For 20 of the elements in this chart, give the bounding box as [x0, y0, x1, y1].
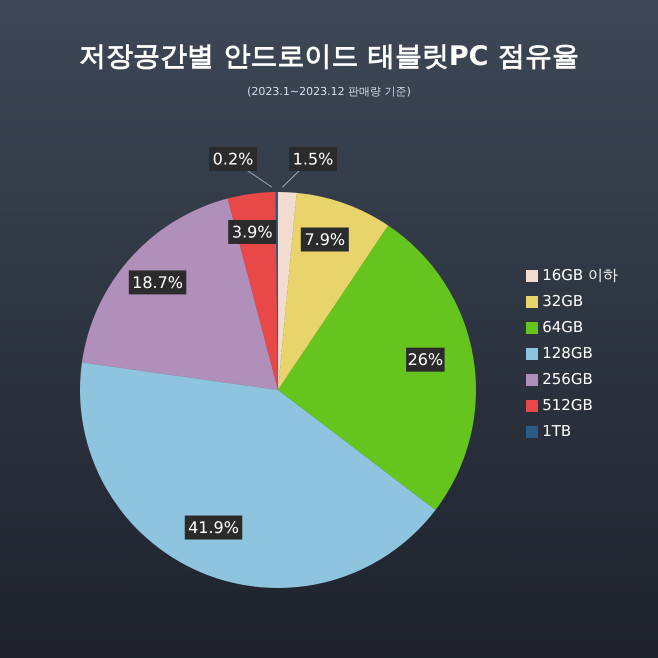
data-label: 26% — [408, 350, 444, 370]
data-label: 1.5% — [292, 150, 334, 168]
data-label: 41.9% — [188, 518, 239, 538]
legend-label: 256GB — [542, 370, 593, 388]
pie-slice — [278, 225, 476, 510]
legend-label: 16GB 이하 — [542, 266, 618, 284]
chart-title: 저장공간별 안드로이드 태블릿PC 점유율 — [78, 40, 580, 74]
legend-label: 512GB — [542, 396, 593, 414]
legend-label: 128GB — [542, 344, 593, 362]
chart-subtitle: (2023.1~2023.12 판매량 기준) — [246, 84, 412, 99]
legend-label: 32GB — [542, 292, 584, 310]
data-label: 3.9% — [232, 222, 273, 242]
legend-label: 64GB — [542, 318, 584, 336]
data-label: 0.2% — [212, 150, 254, 168]
data-label: 18.7% — [132, 272, 183, 292]
pie-slice — [278, 192, 388, 390]
pie-slice — [82, 198, 278, 390]
data-label: 7.9% — [304, 230, 346, 250]
pie-slice — [278, 192, 297, 390]
legend-label: 1TB — [542, 422, 572, 440]
